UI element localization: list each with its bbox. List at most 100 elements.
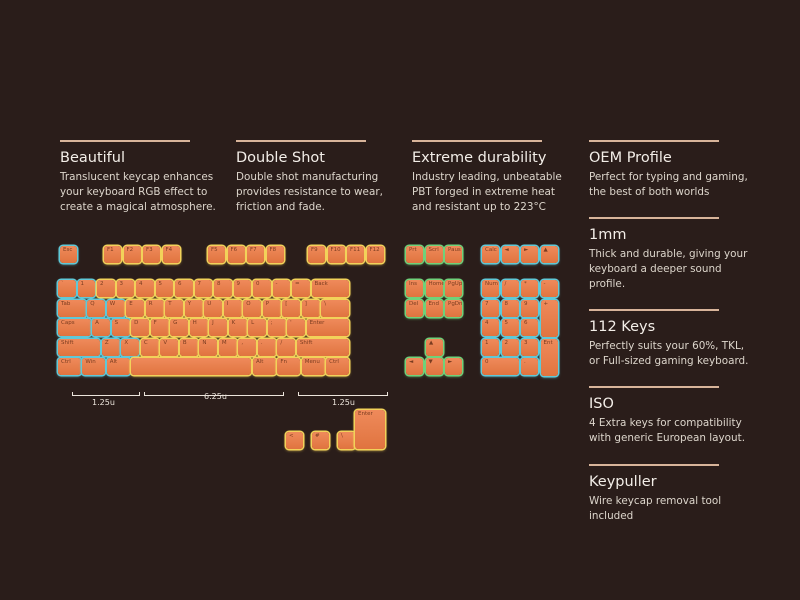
keycap: Prt <box>406 246 423 263</box>
keycap: ◄ <box>406 358 423 375</box>
keycap: \ <box>321 299 349 317</box>
keycap: 3 <box>521 338 538 356</box>
keycap: ] <box>301 299 320 317</box>
keycap: ' <box>287 319 306 336</box>
keycap: F10 <box>327 246 345 263</box>
feature-iso: ISO 4 Extra keys for compatibility with … <box>589 386 749 446</box>
keycap: Ins <box>406 280 423 297</box>
keycap: ▲ <box>540 246 558 263</box>
keycap: Alt <box>106 358 130 375</box>
feature-title: 112 Keys <box>589 319 656 335</box>
keycap: 9 <box>233 280 252 297</box>
keycap: B <box>179 338 198 356</box>
keycap: Calc <box>482 246 499 263</box>
keycap: F5 <box>208 246 225 263</box>
keycap: F4 <box>162 246 180 263</box>
keycap: M <box>218 338 237 356</box>
keycap: A <box>92 319 111 336</box>
keycap: 7 <box>194 280 213 297</box>
divider-line <box>60 140 190 142</box>
keycap: F7 <box>247 246 264 263</box>
keycap: W <box>106 299 125 317</box>
feature-title: OEM Profile <box>589 150 672 166</box>
keycap: = <box>292 280 310 297</box>
divider-line <box>589 217 719 219</box>
keycap: ▲ <box>426 338 443 356</box>
keycap: [ <box>282 299 301 317</box>
keycap: 0 <box>253 280 271 297</box>
keycap: + <box>540 299 558 337</box>
keycap: 9 <box>521 299 538 317</box>
keycap: 2 <box>501 338 519 356</box>
keycap: G <box>170 319 189 336</box>
feature-description: Double shot manufacturing provides resis… <box>236 171 383 213</box>
keycap: U <box>204 299 223 317</box>
keycap: I <box>223 299 242 317</box>
keycap: 5 <box>501 319 519 336</box>
keycap: E <box>126 299 145 317</box>
feature-oem-profile: OEM Profile Perfect for typing and gamin… <box>589 140 749 200</box>
dimension-label: 1.25u <box>332 398 355 407</box>
keycap: 7 <box>482 299 499 317</box>
keycap: L <box>248 319 267 336</box>
feature-description: Translucent keycap enhances your keyboar… <box>60 171 216 213</box>
feature-keypuller: Keypuller Wire keycap removal tool inclu… <box>589 464 749 524</box>
keycap: Scrl <box>425 246 443 263</box>
keycap: Shift <box>58 338 101 356</box>
keycap: End <box>425 299 443 317</box>
keycap: < <box>286 432 303 449</box>
keycap: Back <box>311 280 349 297</box>
dimension-bracket <box>144 392 284 396</box>
keycap: . <box>257 338 276 356</box>
keycap: * <box>521 280 538 297</box>
keycap: F3 <box>143 246 160 263</box>
keycap: PgDn <box>445 299 463 317</box>
keycap: Fn <box>277 358 301 375</box>
keycap: 1 <box>77 280 96 297</box>
keycap: ▼ <box>425 358 443 375</box>
feature-1mm: 1mm Thick and durable, giving your keybo… <box>589 217 749 292</box>
keycap: F12 <box>366 246 384 263</box>
keycap: 3 <box>116 280 135 297</box>
keycap: 8 <box>501 299 519 317</box>
dimension-bracket <box>72 392 140 396</box>
feature-beautiful: Beautiful Translucent keycap enhances yo… <box>60 140 220 215</box>
feature-112-keys: 112 Keys Perfectly suits your 60%, TKL, … <box>589 309 749 369</box>
feature-description: Perfect for typing and gaming, the best … <box>589 171 748 198</box>
keycap: Ctrl <box>326 358 349 375</box>
divider-line <box>589 140 719 142</box>
keycap: Del <box>406 299 423 317</box>
keycap: / <box>277 338 296 356</box>
keycap: ► <box>521 246 538 263</box>
keycap: F2 <box>123 246 141 263</box>
dimension-label: 1.25u <box>92 398 115 407</box>
keycap: Enter <box>355 410 385 449</box>
keycap: R <box>145 299 164 317</box>
feature-title: Beautiful <box>60 150 125 166</box>
keycap: , <box>238 338 257 356</box>
keycap: Caps <box>58 319 91 336</box>
keycap: Shift <box>296 338 349 356</box>
keycap: 8 <box>214 280 232 297</box>
keycap: 4 <box>136 280 154 297</box>
keycap: X <box>121 338 140 356</box>
divider-line <box>589 386 719 388</box>
feature-description: Industry leading, unbeatable PBT forged … <box>412 171 562 213</box>
keycap: 6 <box>175 280 193 297</box>
keycap: N <box>199 338 218 356</box>
keycap: C <box>140 338 159 356</box>
keycap: J <box>209 319 228 336</box>
keycap: F6 <box>227 246 245 263</box>
divider-line <box>236 140 366 142</box>
keycap: 5 <box>155 280 174 297</box>
keycap: ◄ <box>501 246 519 263</box>
keycap: Win <box>82 358 106 375</box>
keycap: Ent <box>540 338 558 376</box>
keycap: ` <box>58 280 76 297</box>
keycap: 1 <box>482 338 499 356</box>
feature-double-shot: Double Shot Double shot manufacturing pr… <box>236 140 386 215</box>
keycap: # <box>312 432 329 449</box>
feature-description: Perfectly suits your 60%, TKL, or Full-s… <box>589 340 749 367</box>
keycap: Alt <box>253 358 276 375</box>
